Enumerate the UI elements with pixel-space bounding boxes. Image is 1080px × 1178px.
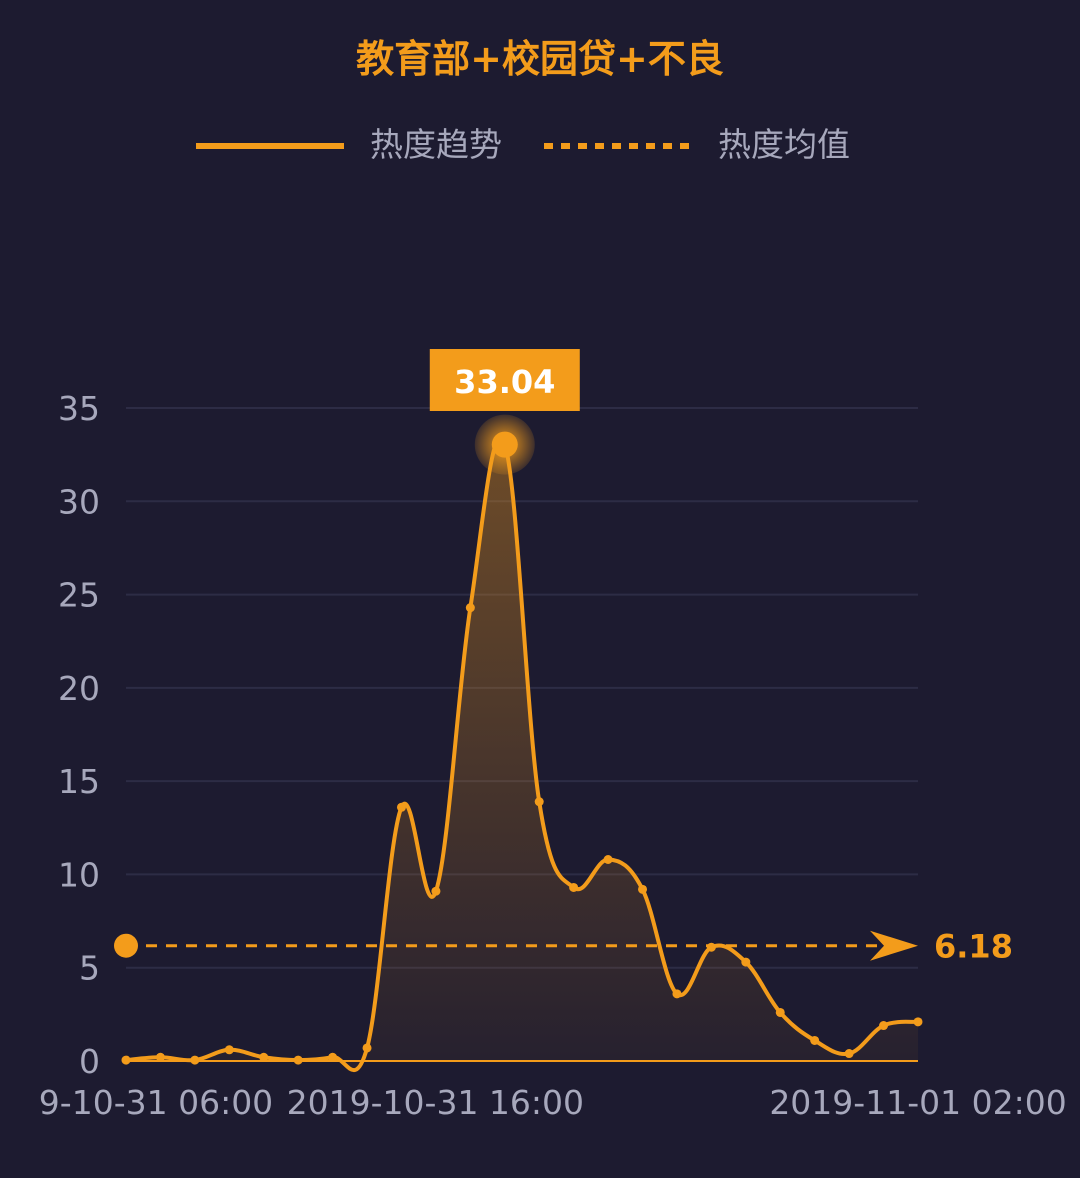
peak-value-label: 33.04 [454,363,555,401]
x-tick-label: 2019-11-01 02:00 [769,1083,1066,1122]
x-tick-label: 2019-10-31 16:00 [287,1083,584,1122]
data-point [603,855,613,865]
average-arrow-icon [870,930,918,961]
data-point [534,797,544,807]
x-tick-label: 9-10-31 06:00 [39,1083,273,1122]
data-point [569,882,579,892]
data-point [775,1007,785,1017]
data-point [879,1021,889,1031]
y-tick-label: 5 [79,949,100,988]
average-start-dot [114,933,138,958]
y-tick-label: 20 [58,669,100,708]
data-point [431,886,441,896]
data-point [328,1052,338,1062]
y-tick-label: 15 [58,762,100,801]
data-point [465,603,475,613]
data-point [224,1045,234,1055]
data-point [638,884,648,894]
y-tick-label: 25 [58,576,100,615]
data-point [259,1052,269,1062]
data-point [155,1052,165,1062]
legend-label-average: 热度均值 [718,125,850,164]
data-point [362,1043,372,1053]
average-line-group: 6.18 [114,928,1013,966]
peak-dot [491,431,518,458]
x-axis: 9-10-31 06:00 2019-10-31 16:00 2019-11-01 … [39,1060,1067,1122]
y-tick-label: 0 [79,1042,100,1081]
data-point [810,1035,820,1045]
data-point [741,957,751,967]
y-tick-label: 35 [58,389,100,428]
series-trend [121,436,923,1072]
data-point [190,1055,200,1065]
data-point [913,1017,923,1027]
chart-title: 教育部+校园贷+不良 [356,37,724,81]
peak-marker: 33.04 [429,349,580,475]
data-point [844,1049,854,1059]
data-point [121,1055,131,1065]
series-area [126,438,918,1071]
legend-label-trend: 热度趋势 [370,125,502,164]
data-point [293,1055,303,1065]
data-point [672,989,682,999]
average-value-label: 6.18 [934,928,1013,966]
y-tick-label: 10 [58,855,100,894]
y-axis: 0 5 10 15 20 25 30 35 [58,389,100,1081]
data-point [396,802,406,812]
y-tick-label: 30 [58,482,100,521]
legend: 热度趋势 热度均值 [196,125,850,164]
peak-label-box [429,349,580,411]
